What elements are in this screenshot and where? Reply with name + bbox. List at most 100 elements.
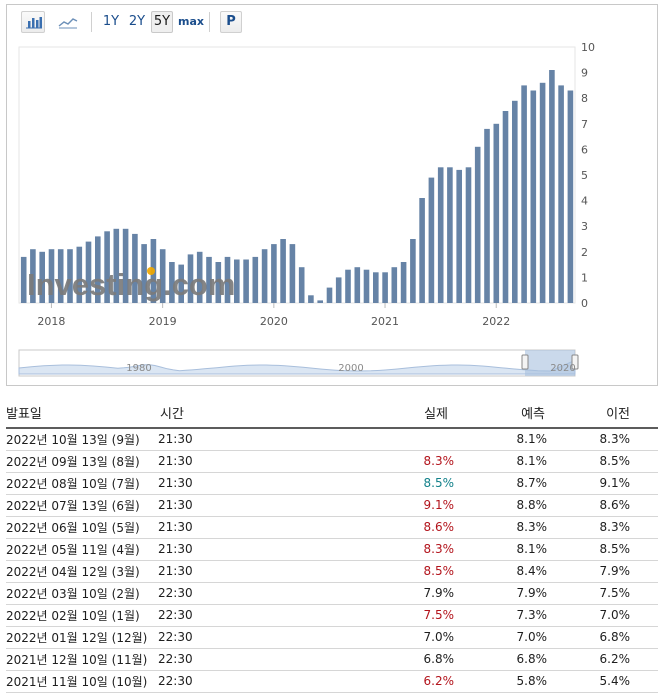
chart-bar[interactable]: [317, 300, 323, 303]
table-row: 2022년 03월 10일 (2월) 22:30 7.9% 7.9% 7.5%: [6, 582, 658, 605]
chart-bar[interactable]: [298, 267, 305, 303]
previous-value: 8.3%: [551, 516, 658, 539]
release-date: 2022년 02월 10일 (1월): [6, 604, 152, 627]
chart-bar[interactable]: [20, 256, 27, 303]
chart-bar[interactable]: [373, 272, 379, 303]
y-tick-label: 7: [581, 118, 588, 131]
chart-bar[interactable]: [465, 167, 472, 303]
header-forecast: 예측: [458, 398, 551, 429]
chart-bar[interactable]: [85, 241, 92, 303]
actual-value: 6.2%: [242, 670, 458, 693]
line-chart-button[interactable]: [55, 11, 81, 33]
chart-bar[interactable]: [502, 111, 509, 303]
chart-bar[interactable]: [95, 236, 101, 303]
chart-bar[interactable]: [159, 249, 166, 303]
forecast-value: 8.3%: [458, 516, 551, 539]
previous-value: 8.5%: [551, 538, 658, 561]
forecast-value: 8.8%: [458, 494, 551, 517]
actual-value: 7.0%: [242, 626, 458, 649]
chart-bar[interactable]: [493, 123, 500, 303]
chart-bar[interactable]: [48, 249, 55, 303]
chart-bar[interactable]: [484, 128, 490, 303]
chart-navigator[interactable]: 1980 2000 2020: [7, 5, 657, 385]
navigator-left-handle[interactable]: [521, 354, 529, 370]
chart-bar[interactable]: [549, 70, 555, 303]
chart-bar[interactable]: [474, 146, 481, 303]
chart-bar[interactable]: [187, 254, 194, 303]
table-row: 2022년 07월 13일 (6월) 21:30 9.1% 8.8% 8.6%: [6, 494, 658, 517]
chart-bar[interactable]: [428, 177, 435, 303]
table-row: 2022년 08월 10일 (7월) 21:30 8.5% 8.7% 9.1%: [6, 472, 658, 495]
navigator-tick-label: 1980: [126, 363, 151, 374]
y-tick-label: 0: [581, 297, 588, 310]
y-tick-label: 10: [581, 41, 595, 54]
chart-bar[interactable]: [345, 269, 351, 303]
chart-bar[interactable]: [354, 267, 361, 303]
chart-bar[interactable]: [363, 269, 370, 303]
chart-bar[interactable]: [437, 167, 444, 303]
chart-bar[interactable]: [39, 251, 45, 303]
chart-bar[interactable]: [530, 90, 537, 304]
chart-bar[interactable]: [252, 256, 259, 303]
chart-bar[interactable]: [410, 239, 416, 303]
chart-bar[interactable]: [382, 272, 388, 303]
release-time: 22:30: [152, 670, 242, 693]
chart-bar[interactable]: [141, 244, 147, 303]
header-date: 발표일: [6, 398, 152, 429]
chart-bar[interactable]: [521, 85, 527, 304]
chart-bar[interactable]: [67, 249, 73, 303]
chart-bar[interactable]: [169, 262, 175, 303]
chart-bar[interactable]: [271, 244, 277, 303]
chart-bar[interactable]: [261, 249, 268, 303]
chart-bar[interactable]: [113, 228, 120, 303]
chart-bar[interactable]: [400, 262, 407, 303]
forecast-value: 5.8%: [458, 670, 551, 693]
chart-bar[interactable]: [215, 262, 222, 303]
range-max-button[interactable]: max: [178, 15, 204, 28]
chart-bar[interactable]: [206, 256, 212, 303]
chart-bar[interactable]: [196, 251, 203, 303]
chart-bar[interactable]: [224, 256, 231, 303]
release-date: 2022년 04월 12일 (3월): [6, 560, 152, 583]
table-row: 2022년 05월 11일 (4월) 21:30 8.3% 8.1% 8.5%: [6, 538, 658, 561]
range-2y-button[interactable]: 2Y: [128, 14, 146, 29]
chart-bar[interactable]: [447, 167, 453, 303]
chart-bar[interactable]: [76, 246, 83, 303]
chart-bar[interactable]: [567, 90, 574, 304]
previous-value: 5.4%: [551, 670, 658, 693]
forecast-value: 8.7%: [458, 472, 551, 495]
chart-bar[interactable]: [335, 277, 342, 303]
chart-bar[interactable]: [512, 100, 518, 303]
chart-bar[interactable]: [308, 295, 314, 303]
navigator-selection[interactable]: [525, 350, 575, 376]
range-5y-button[interactable]: 5Y: [151, 11, 173, 33]
chart-bar[interactable]: [289, 244, 296, 303]
release-date: 2022년 03월 10일 (2월): [6, 582, 152, 605]
chart-bar[interactable]: [104, 231, 110, 303]
chart-bar[interactable]: [234, 259, 240, 304]
table-row: 2022년 06월 10일 (5월) 21:30 8.6% 8.3% 8.3%: [6, 516, 658, 539]
range-1y-button[interactable]: 1Y: [102, 14, 120, 29]
chart-bar[interactable]: [243, 259, 249, 304]
chart-bar[interactable]: [30, 249, 36, 303]
chart-bar[interactable]: [326, 287, 333, 303]
chart-bar[interactable]: [122, 228, 129, 303]
plot-frame: [18, 46, 576, 304]
bar-chart-button[interactable]: [21, 11, 45, 33]
chart-bar[interactable]: [178, 264, 184, 303]
y-tick-label: 5: [581, 169, 588, 182]
p-button[interactable]: P: [220, 11, 242, 33]
release-time: 22:30: [152, 648, 242, 671]
chart-bar[interactable]: [558, 85, 564, 304]
chart-bar[interactable]: [456, 169, 462, 303]
chart-bar[interactable]: [539, 82, 546, 303]
actual-value: 8.5%: [242, 560, 458, 583]
chart-bar[interactable]: [419, 198, 425, 303]
chart-bar[interactable]: [132, 233, 138, 303]
y-tick-label: 2: [581, 246, 588, 259]
chart-bar[interactable]: [57, 249, 64, 303]
navigator-right-handle[interactable]: [571, 354, 579, 370]
chart-bar[interactable]: [280, 239, 286, 303]
release-time: 21:30: [152, 472, 242, 495]
chart-bar[interactable]: [391, 267, 398, 303]
